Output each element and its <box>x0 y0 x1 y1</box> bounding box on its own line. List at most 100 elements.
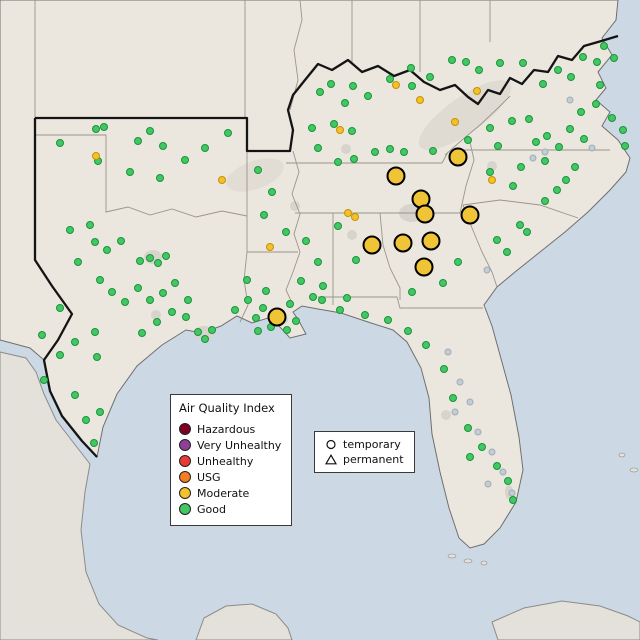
marker-good[interactable] <box>571 163 579 171</box>
marker-good[interactable] <box>439 279 447 287</box>
marker-good[interactable] <box>282 228 290 236</box>
marker-moderate[interactable] <box>218 176 226 184</box>
marker-good[interactable] <box>309 293 317 301</box>
marker-good[interactable] <box>96 276 104 284</box>
marker-good[interactable] <box>464 424 472 432</box>
marker-good[interactable] <box>593 58 601 66</box>
marker-good[interactable] <box>449 394 457 402</box>
marker-no-data[interactable] <box>499 468 507 476</box>
marker-good[interactable] <box>100 123 108 131</box>
marker-good[interactable] <box>91 328 99 336</box>
marker-good[interactable] <box>509 496 517 504</box>
marker-no-data[interactable] <box>508 489 516 497</box>
marker-good[interactable] <box>134 284 142 292</box>
marker-good[interactable] <box>93 353 101 361</box>
marker-good[interactable] <box>90 439 98 447</box>
marker-good[interactable] <box>525 115 533 123</box>
marker-good[interactable] <box>82 416 90 424</box>
marker-good[interactable] <box>92 125 100 133</box>
marker-good[interactable] <box>297 277 305 285</box>
marker-good[interactable] <box>440 365 448 373</box>
marker-good[interactable] <box>314 144 322 152</box>
marker-good[interactable] <box>478 443 486 451</box>
marker-good[interactable] <box>350 155 358 163</box>
marker-good[interactable] <box>349 82 357 90</box>
marker-good[interactable] <box>146 127 154 135</box>
marker-good[interactable] <box>610 54 618 62</box>
marker-good[interactable] <box>541 197 549 205</box>
marker-good[interactable] <box>96 408 104 416</box>
marker-no-data[interactable] <box>588 144 596 152</box>
marker-good[interactable] <box>138 329 146 337</box>
marker-good[interactable] <box>327 80 335 88</box>
marker-good[interactable] <box>371 148 379 156</box>
marker-good[interactable] <box>352 256 360 264</box>
marker-good[interactable] <box>509 182 517 190</box>
marker-moderate-temporary[interactable] <box>414 257 434 277</box>
marker-moderate[interactable] <box>266 243 274 251</box>
marker-good[interactable] <box>334 158 342 166</box>
marker-good[interactable] <box>364 92 372 100</box>
marker-moderate-temporary[interactable] <box>393 233 413 253</box>
marker-good[interactable] <box>567 73 575 81</box>
marker-good[interactable] <box>448 56 456 64</box>
marker-good[interactable] <box>384 316 392 324</box>
marker-good[interactable] <box>201 335 209 343</box>
marker-good[interactable] <box>579 53 587 61</box>
marker-good[interactable] <box>608 114 616 122</box>
marker-good[interactable] <box>181 156 189 164</box>
marker-moderate-temporary[interactable] <box>415 204 435 224</box>
marker-good[interactable] <box>56 351 64 359</box>
marker-good[interactable] <box>268 188 276 196</box>
marker-no-data[interactable] <box>541 148 549 156</box>
marker-moderate[interactable] <box>392 81 400 89</box>
marker-good[interactable] <box>117 237 125 245</box>
marker-good[interactable] <box>252 314 260 322</box>
marker-good[interactable] <box>541 157 549 165</box>
marker-good[interactable] <box>208 326 216 334</box>
marker-good[interactable] <box>71 338 79 346</box>
marker-moderate-temporary[interactable] <box>421 231 441 251</box>
marker-good[interactable] <box>318 296 326 304</box>
marker-good[interactable] <box>159 142 167 150</box>
marker-moderate-temporary[interactable] <box>460 205 480 225</box>
marker-good[interactable] <box>74 258 82 266</box>
marker-good[interactable] <box>429 147 437 155</box>
marker-moderate[interactable] <box>336 126 344 134</box>
marker-good[interactable] <box>577 108 585 116</box>
marker-moderate-temporary[interactable] <box>386 166 406 186</box>
marker-good[interactable] <box>259 304 267 312</box>
marker-good[interactable] <box>555 143 563 151</box>
marker-good[interactable] <box>386 75 394 83</box>
marker-good[interactable] <box>292 317 300 325</box>
marker-good[interactable] <box>254 327 262 335</box>
marker-moderate[interactable] <box>451 118 459 126</box>
marker-good[interactable] <box>408 82 416 90</box>
marker-good[interactable] <box>184 296 192 304</box>
marker-moderate[interactable] <box>488 176 496 184</box>
marker-good[interactable] <box>330 120 338 128</box>
marker-good[interactable] <box>466 453 474 461</box>
marker-good[interactable] <box>543 132 551 140</box>
marker-moderate-temporary[interactable] <box>267 307 287 327</box>
marker-good[interactable] <box>464 136 472 144</box>
marker-good[interactable] <box>426 73 434 81</box>
marker-good[interactable] <box>162 252 170 260</box>
marker-good[interactable] <box>386 145 394 153</box>
marker-good[interactable] <box>154 259 162 267</box>
marker-good[interactable] <box>134 137 142 145</box>
marker-good[interactable] <box>38 331 46 339</box>
marker-good[interactable] <box>516 221 524 229</box>
marker-good[interactable] <box>486 168 494 176</box>
marker-no-data[interactable] <box>566 96 574 104</box>
marker-good[interactable] <box>400 148 408 156</box>
marker-good[interactable] <box>422 341 430 349</box>
marker-no-data[interactable] <box>529 154 537 162</box>
marker-good[interactable] <box>302 237 310 245</box>
marker-good[interactable] <box>201 144 209 152</box>
marker-good[interactable] <box>566 125 574 133</box>
marker-good[interactable] <box>146 296 154 304</box>
marker-good[interactable] <box>286 300 294 308</box>
marker-good[interactable] <box>260 211 268 219</box>
marker-good[interactable] <box>580 135 588 143</box>
